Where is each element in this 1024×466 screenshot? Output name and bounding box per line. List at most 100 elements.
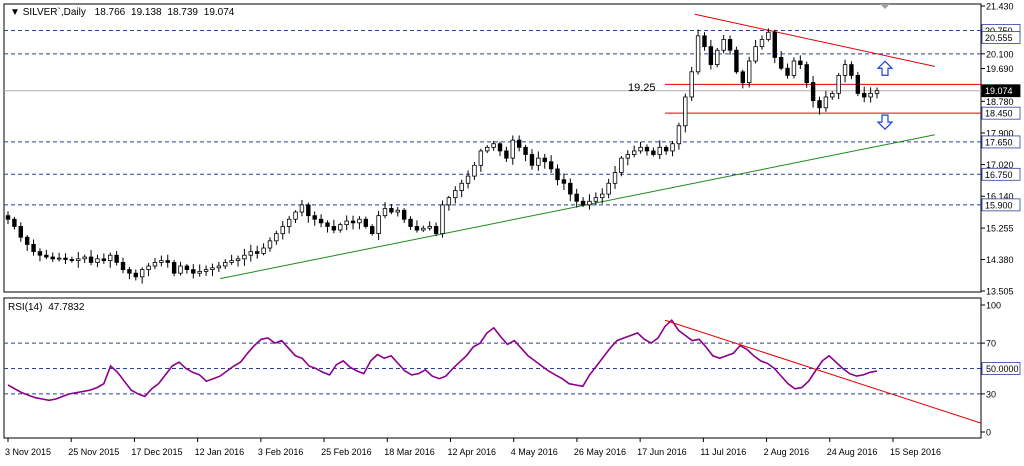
candle: [133, 269, 138, 281]
candle: [318, 214, 324, 228]
candle: [338, 222, 343, 233]
candle: [766, 28, 771, 42]
candle: [663, 145, 669, 155]
candle: [293, 210, 298, 223]
date-tick-label: 3 Feb 2016: [258, 447, 304, 457]
candle: [37, 248, 43, 262]
candle: [810, 76, 816, 108]
candle: [414, 220, 420, 233]
price-tick-label: 20.100: [986, 49, 1014, 59]
ohlc-open: 18.766: [95, 7, 126, 18]
candle: [504, 146, 509, 162]
candle: [421, 225, 426, 232]
candle: [497, 141, 503, 156]
rsi-tick-label: 70: [986, 339, 996, 349]
candle: [12, 216, 17, 230]
candle: [823, 90, 829, 112]
candle: [772, 29, 777, 64]
price-level-lines: [4, 29, 981, 206]
candle: [389, 204, 394, 215]
candle: [485, 145, 490, 154]
ohlc-high: 19.138: [131, 7, 162, 18]
candle: [580, 197, 586, 208]
candle: [267, 237, 273, 252]
candle: [306, 202, 311, 223]
candle: [165, 254, 170, 268]
date-tick-label: 18 Mar 2016: [384, 447, 435, 457]
candle: [510, 135, 515, 165]
price-tick-label: 15.255: [986, 224, 1014, 234]
rsi-header: RSI(14) 47.7832: [8, 302, 85, 313]
price-marker-label: 20.555: [985, 33, 1013, 43]
candle: [82, 254, 87, 264]
candle: [842, 59, 848, 83]
candle: [727, 35, 733, 55]
candle: [5, 211, 11, 225]
date-tick-label: 2 Aug 2016: [764, 447, 810, 457]
candle: [120, 257, 126, 274]
price-marker-label: 16.750: [985, 170, 1013, 180]
symbol-header: ▼ SILVER`,Daily 18.766 19.138 18.739 19.…: [10, 6, 235, 18]
rsi-panel: [3, 297, 982, 439]
candle: [203, 265, 209, 276]
candle: [631, 145, 637, 158]
candle: [440, 200, 445, 238]
candle: [370, 224, 375, 236]
candle: [363, 216, 369, 229]
candle: [261, 243, 266, 256]
candle: [874, 87, 880, 99]
candle: [574, 188, 579, 208]
candle: [286, 216, 292, 234]
price-marker-label: 19.074: [985, 86, 1013, 96]
rsi-trendline: [664, 319, 982, 424]
candle: [708, 40, 714, 70]
rsi-tick-label: 100: [986, 301, 1001, 311]
candle: [619, 156, 624, 177]
candle: [868, 87, 873, 103]
candle: [715, 47, 720, 68]
candle: [331, 219, 337, 234]
date-tick-label: 3 Nov 2015: [5, 447, 51, 457]
price-tick-label: 21.430: [986, 2, 1014, 12]
candle: [676, 122, 682, 150]
price-marker-label: 18.450: [985, 109, 1013, 119]
candle: [849, 61, 854, 80]
candle: [523, 144, 528, 162]
candle: [804, 61, 809, 88]
rsi-trendline-segment: [664, 319, 982, 424]
candle: [670, 140, 675, 157]
date-tick-label: 12 Apr 2016: [448, 447, 497, 457]
candle: [63, 253, 68, 264]
date-tick-label: 11 Jul 2016: [700, 447, 746, 457]
price-marker-box: [981, 31, 1021, 44]
candle: [44, 249, 49, 260]
candle: [376, 210, 381, 240]
candle: [433, 222, 439, 237]
candle: [242, 248, 247, 266]
price-tick-label: 14.380: [986, 255, 1014, 265]
candle: [747, 56, 752, 88]
candle: [101, 253, 107, 264]
date-tick-label: 12 Jan 2016: [195, 447, 245, 457]
candle: [593, 192, 599, 206]
date-tick-label: 25 Feb 2016: [321, 447, 372, 457]
candle: [223, 259, 228, 270]
candle: [274, 230, 279, 245]
candle: [127, 266, 132, 280]
candle: [56, 252, 62, 262]
price-tick-label: 19.690: [986, 64, 1014, 74]
rsi-marker-box: [981, 362, 1021, 375]
date-tick-label: 15 Sep 2016: [890, 447, 941, 457]
price-marker-box: [981, 84, 1021, 98]
candle: [638, 141, 643, 154]
candle: [478, 148, 484, 172]
candle: [561, 173, 567, 191]
candle: [830, 91, 835, 100]
direction-arrows: [876, 60, 894, 131]
candle: [759, 35, 765, 50]
candle: [734, 46, 739, 74]
price-tick-label: 17.020: [986, 160, 1014, 170]
candle: [76, 251, 81, 268]
candle: [555, 164, 560, 186]
candle: [108, 252, 113, 268]
